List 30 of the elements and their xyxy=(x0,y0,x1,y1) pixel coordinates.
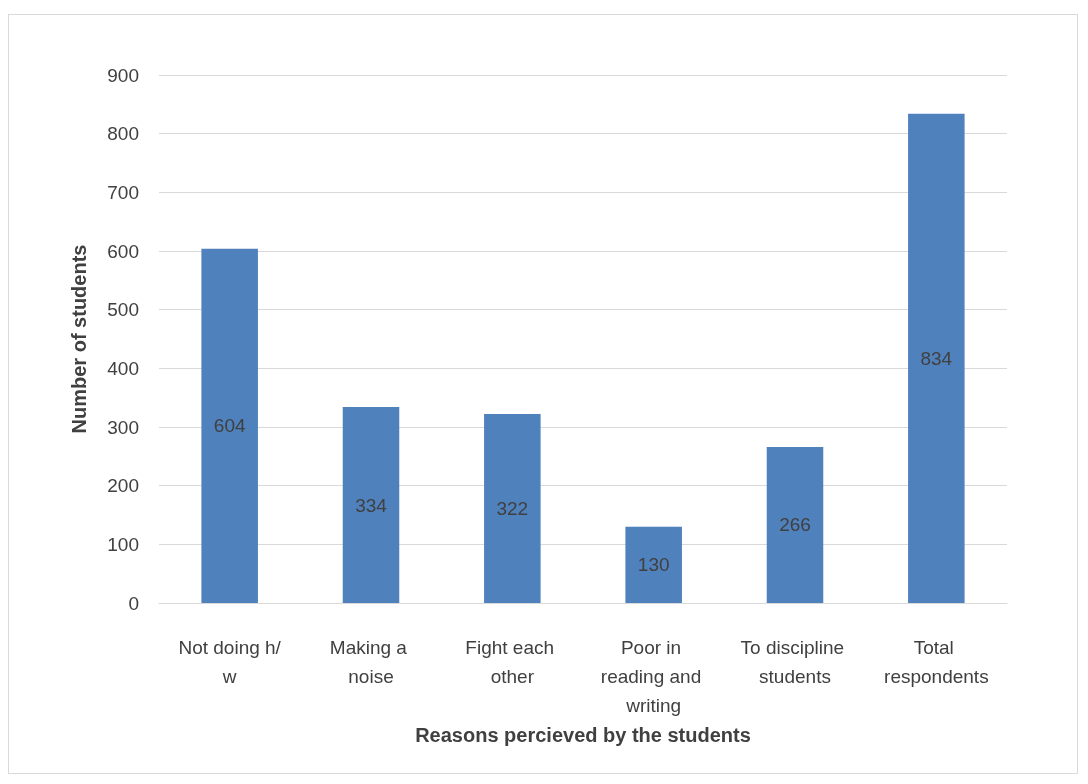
data-label: 130 xyxy=(637,554,670,576)
y-axis-title: Number of students xyxy=(68,244,90,434)
x-tick-label: Fight each other xyxy=(465,637,560,687)
y-tick-label: 100 xyxy=(107,533,139,555)
y-tick-label: 500 xyxy=(107,299,139,321)
bar xyxy=(766,446,824,603)
bar xyxy=(342,407,400,603)
x-tick-label: Poor in reading and writing xyxy=(600,637,707,716)
bar xyxy=(908,113,965,603)
data-label: 834 xyxy=(920,347,953,369)
y-tick-label: 900 xyxy=(107,64,139,86)
data-label: 334 xyxy=(355,494,388,516)
bar xyxy=(625,526,682,603)
bar xyxy=(201,248,258,603)
x-tick-label: Making a noise xyxy=(329,637,413,687)
data-label: 266 xyxy=(779,514,811,536)
x-axis-title: Reasons percieved by the students xyxy=(415,723,751,746)
x-tick-label: To discipline students xyxy=(740,637,850,687)
y-tick-label: 300 xyxy=(107,416,139,438)
x-tick-label: Not doing h/w xyxy=(178,637,282,687)
y-tick-label: 800 xyxy=(107,123,139,145)
y-tick-label: 200 xyxy=(107,475,139,497)
bar xyxy=(484,414,541,603)
data-label: 322 xyxy=(496,498,529,520)
y-tick-label: 0 xyxy=(128,592,139,614)
y-tick-label: 400 xyxy=(107,357,139,379)
y-tick-label: 700 xyxy=(107,181,139,203)
y-tick-label: 600 xyxy=(107,240,139,262)
x-tick-label: Total respondents xyxy=(884,637,989,687)
data-label: 604 xyxy=(213,415,246,437)
